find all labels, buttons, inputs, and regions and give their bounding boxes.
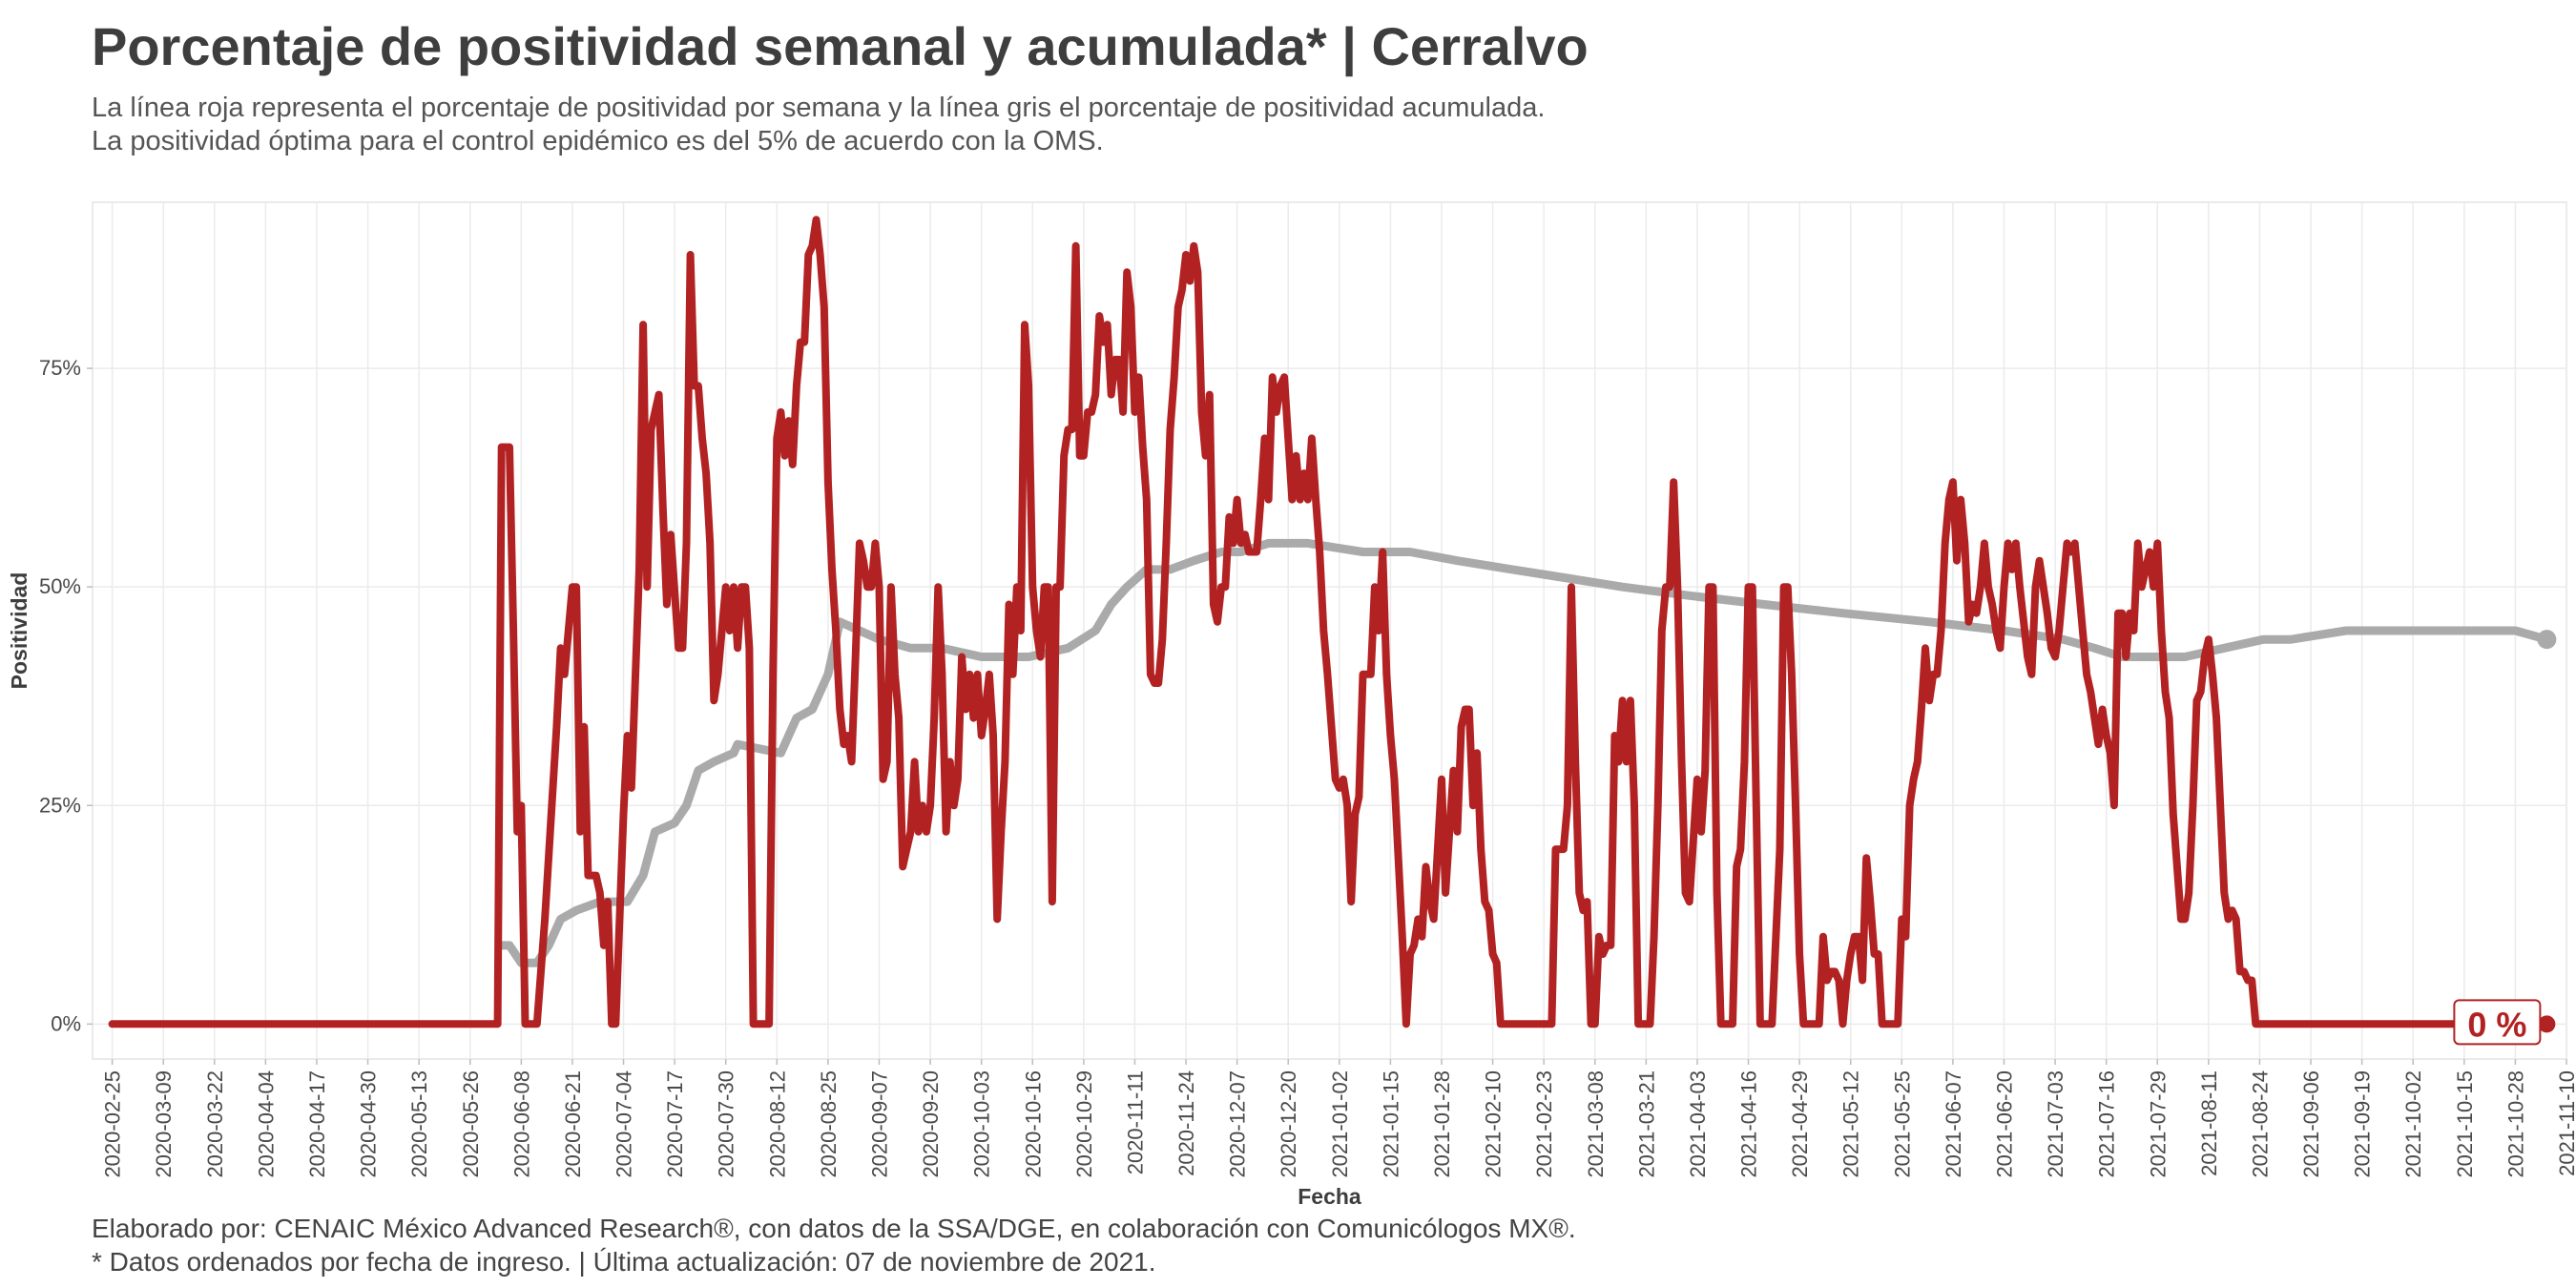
x-tick-label: 2020-07-17 bbox=[663, 1070, 687, 1178]
weekly-end-point bbox=[2538, 1015, 2556, 1033]
x-tick-label: 2021-01-28 bbox=[1430, 1070, 1454, 1178]
x-tick-label: 2020-12-20 bbox=[1277, 1070, 1300, 1178]
caption-line-1: Elaborado por: CENAIC México Advanced Re… bbox=[92, 1214, 1576, 1243]
x-tick-label: 2021-07-03 bbox=[2044, 1070, 2067, 1178]
y-tick-label: 50% bbox=[39, 574, 81, 598]
x-tick-label: 2021-04-29 bbox=[1788, 1070, 1812, 1178]
x-tick-label: 2021-10-02 bbox=[2401, 1070, 2425, 1178]
x-tick-label: 2020-03-09 bbox=[152, 1070, 176, 1178]
x-tick-label: 2021-01-15 bbox=[1379, 1070, 1402, 1178]
chart-title: Porcentaje de positividad semanal y acum… bbox=[92, 16, 1589, 76]
end-label-box bbox=[2453, 999, 2542, 1046]
x-tick-label: 2021-04-03 bbox=[1686, 1070, 1710, 1178]
y-tick-label: 75% bbox=[39, 356, 81, 380]
x-tick-label: 2020-08-25 bbox=[817, 1070, 841, 1178]
x-tick-label: 2020-03-22 bbox=[203, 1070, 227, 1178]
cumulative-positivity-line bbox=[497, 538, 2551, 967]
y-tick-label: 0% bbox=[51, 1011, 81, 1035]
x-tick-label: 2020-10-29 bbox=[1072, 1070, 1096, 1178]
chart-caption: Elaborado por: CENAIC México Advanced Re… bbox=[92, 1212, 1576, 1278]
subtitle-line-2: La positividad óptima para el control ep… bbox=[92, 126, 1104, 156]
x-tick-label: 2021-08-24 bbox=[2248, 1070, 2272, 1178]
x-axis-title: Fecha bbox=[1298, 1184, 1361, 1209]
x-tick-label: 2021-06-20 bbox=[1992, 1070, 2016, 1178]
x-tick-label: 2021-05-12 bbox=[1839, 1070, 1863, 1178]
y-axis-title: Positividad bbox=[7, 572, 31, 690]
x-tick-label: 2020-08-12 bbox=[765, 1070, 789, 1178]
x-tick-label: 2021-08-11 bbox=[2197, 1070, 2221, 1176]
subtitle-line-1: La línea roja representa el porcentaje d… bbox=[92, 93, 1546, 123]
x-tick-label: 2021-07-29 bbox=[2146, 1070, 2170, 1178]
x-tick-label: 2021-11-10 bbox=[2555, 1070, 2576, 1176]
x-tick-label: 2020-06-21 bbox=[561, 1070, 585, 1178]
x-tick-label: 2020-11-11 bbox=[1123, 1070, 1147, 1174]
chart-subtitle: La línea roja representa el porcentaje d… bbox=[92, 92, 1545, 158]
x-tick-label: 2021-05-25 bbox=[1890, 1070, 1914, 1178]
x-tick-label: 2020-04-30 bbox=[357, 1070, 381, 1178]
x-tick-label: 2020-07-30 bbox=[715, 1070, 738, 1178]
x-tick-label: 2020-05-13 bbox=[407, 1070, 431, 1178]
end-value-label: 0 % bbox=[2467, 1005, 2526, 1044]
x-tick-label: 2020-07-04 bbox=[613, 1070, 636, 1178]
x-tick-label: 2021-09-06 bbox=[2299, 1070, 2323, 1178]
x-tick-label: 2021-09-19 bbox=[2351, 1070, 2375, 1178]
x-tick-label: 2021-10-15 bbox=[2453, 1070, 2477, 1178]
x-tick-label: 2021-03-21 bbox=[1634, 1070, 1658, 1178]
x-tick-label: 2021-03-08 bbox=[1584, 1070, 1608, 1178]
plot-panel bbox=[92, 201, 2567, 1060]
y-tick-label: 25% bbox=[39, 793, 81, 817]
x-tick-label: 2020-06-08 bbox=[509, 1070, 533, 1178]
x-tick-label: 2020-10-16 bbox=[1021, 1070, 1045, 1178]
x-tick-label: 2020-10-03 bbox=[970, 1070, 994, 1178]
x-tick-label: 2020-12-07 bbox=[1226, 1070, 1250, 1178]
cumulative-end-point bbox=[2537, 630, 2557, 650]
x-tick-label: 2021-02-10 bbox=[1482, 1070, 1506, 1178]
x-tick-label: 2021-04-16 bbox=[1737, 1070, 1761, 1178]
x-tick-label: 2021-01-02 bbox=[1328, 1070, 1352, 1178]
x-tick-label: 2020-02-25 bbox=[101, 1070, 125, 1178]
x-tick-label: 2020-04-04 bbox=[254, 1070, 278, 1178]
x-tick-label: 2021-06-07 bbox=[1942, 1070, 1965, 1178]
x-tick-label: 2021-07-16 bbox=[2095, 1070, 2119, 1178]
x-tick-label: 2020-05-26 bbox=[459, 1070, 483, 1178]
x-tick-label: 2020-04-17 bbox=[305, 1070, 329, 1178]
x-tick-label: 2020-09-20 bbox=[919, 1070, 943, 1178]
x-tick-label: 2020-11-24 bbox=[1174, 1070, 1198, 1176]
x-tick-label: 2021-10-28 bbox=[2503, 1070, 2527, 1178]
caption-line-2: * Datos ordenados por fecha de ingreso. … bbox=[92, 1247, 1156, 1277]
weekly-positivity-line bbox=[108, 216, 2551, 1028]
x-tick-label: 2021-02-23 bbox=[1532, 1070, 1556, 1178]
x-tick-label: 2020-09-07 bbox=[867, 1070, 891, 1178]
